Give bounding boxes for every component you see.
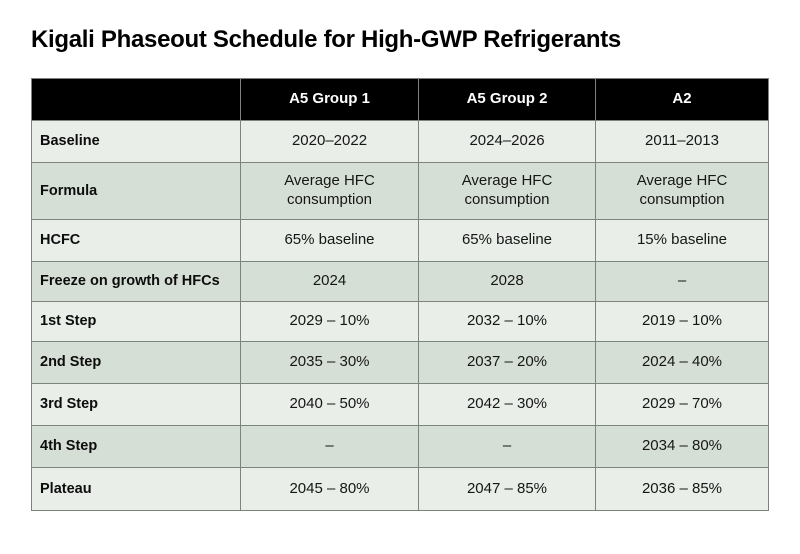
- cell-formula-a5g2: Average HFC consumption: [418, 162, 596, 220]
- table-header-row: A5 Group 1 A5 Group 2 A2: [31, 78, 769, 121]
- cell-formula-a2: Average HFC consumption: [595, 162, 769, 220]
- table-row-step-1: 1st Step 2029 – 10% 2032 – 10% 2019 – 10…: [31, 301, 769, 342]
- row-label-step-1: 1st Step: [31, 301, 241, 342]
- table-row-formula: Formula Average HFC consumption Average …: [31, 162, 769, 220]
- table-row-step-2: 2nd Step 2035 – 30% 2037 – 20% 2024 – 40…: [31, 341, 769, 384]
- cell-step-3-a2: 2029 – 70%: [595, 383, 769, 426]
- cell-plateau-a5g2: 2047 – 85%: [418, 467, 596, 511]
- cell-formula-a5g1: Average HFC consumption: [240, 162, 419, 220]
- table-row-step-4: 4th Step – – 2034 – 80%: [31, 425, 769, 468]
- cell-freeze-a2: –: [595, 261, 769, 302]
- row-label-freeze: Freeze on growth of HFCs: [31, 261, 241, 302]
- cell-step-4-a5g1: –: [240, 425, 419, 468]
- header-cell-a2: A2: [595, 78, 769, 121]
- cell-hcfc-a5g2: 65% baseline: [418, 219, 596, 262]
- cell-baseline-a5g2: 2024–2026: [418, 120, 596, 163]
- header-cell-a5-group-1: A5 Group 1: [240, 78, 419, 121]
- phaseout-table: A5 Group 1 A5 Group 2 A2 Baseline 2020–2…: [31, 78, 769, 511]
- row-label-step-2: 2nd Step: [31, 341, 241, 384]
- cell-step-4-a5g2: –: [418, 425, 596, 468]
- row-label-step-3: 3rd Step: [31, 383, 241, 426]
- cell-plateau-a5g1: 2045 – 80%: [240, 467, 419, 511]
- table-row-baseline: Baseline 2020–2022 2024–2026 2011–2013: [31, 120, 769, 163]
- cell-freeze-a5g2: 2028: [418, 261, 596, 302]
- cell-step-2-a2: 2024 – 40%: [595, 341, 769, 384]
- cell-step-3-a5g1: 2040 – 50%: [240, 383, 419, 426]
- row-label-step-4: 4th Step: [31, 425, 241, 468]
- cell-hcfc-a5g1: 65% baseline: [240, 219, 419, 262]
- cell-baseline-a2: 2011–2013: [595, 120, 769, 163]
- table-row-hcfc: HCFC 65% baseline 65% baseline 15% basel…: [31, 219, 769, 262]
- cell-step-1-a5g2: 2032 – 10%: [418, 301, 596, 342]
- row-label-hcfc: HCFC: [31, 219, 241, 262]
- cell-plateau-a2: 2036 – 85%: [595, 467, 769, 511]
- cell-baseline-a5g1: 2020–2022: [240, 120, 419, 163]
- table-row-freeze: Freeze on growth of HFCs 2024 2028 –: [31, 261, 769, 302]
- cell-step-2-a5g1: 2035 – 30%: [240, 341, 419, 384]
- header-cell-blank: [31, 78, 241, 121]
- row-label-baseline: Baseline: [31, 120, 241, 163]
- row-label-plateau: Plateau: [31, 467, 241, 511]
- page-title: Kigali Phaseout Schedule for High-GWP Re…: [31, 26, 621, 53]
- table-row-step-3: 3rd Step 2040 – 50% 2042 – 30% 2029 – 70…: [31, 383, 769, 426]
- cell-step-1-a5g1: 2029 – 10%: [240, 301, 419, 342]
- cell-freeze-a5g1: 2024: [240, 261, 419, 302]
- cell-step-2-a5g2: 2037 – 20%: [418, 341, 596, 384]
- header-cell-a5-group-2: A5 Group 2: [418, 78, 596, 121]
- row-label-formula: Formula: [31, 162, 241, 220]
- cell-step-4-a2: 2034 – 80%: [595, 425, 769, 468]
- cell-hcfc-a2: 15% baseline: [595, 219, 769, 262]
- cell-step-3-a5g2: 2042 – 30%: [418, 383, 596, 426]
- cell-step-1-a2: 2019 – 10%: [595, 301, 769, 342]
- table-row-plateau: Plateau 2045 – 80% 2047 – 85% 2036 – 85%: [31, 467, 769, 511]
